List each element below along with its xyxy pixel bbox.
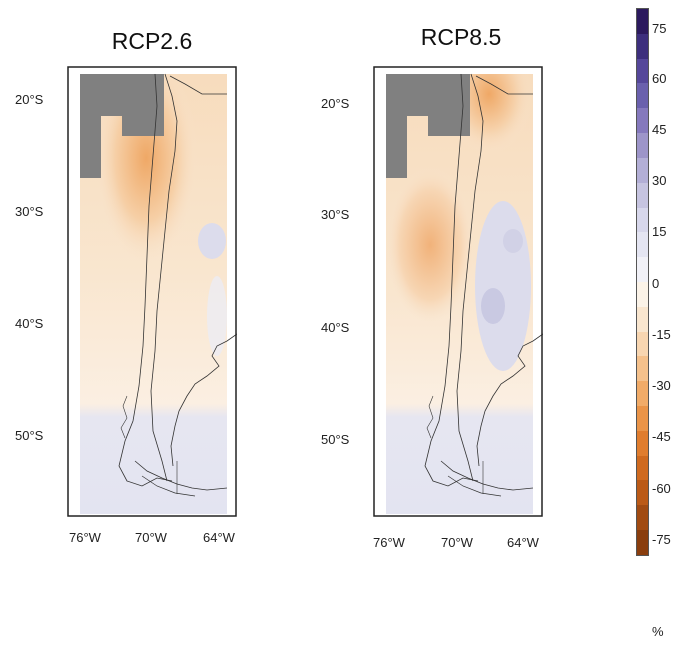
colorbar-segment: [637, 356, 648, 382]
colorbar-segment: [637, 207, 648, 233]
colorbar-segment: [637, 406, 648, 431]
map-rcp85: [373, 66, 543, 517]
lat-label: 20°S: [15, 92, 44, 107]
colorbar-tick: -30: [652, 378, 671, 393]
lat-label: 50°S: [321, 432, 350, 447]
lat-label: 30°S: [15, 204, 44, 219]
colorbar-segment: [637, 306, 648, 332]
colorbar-segment: [637, 33, 648, 59]
colorbar-segment: [637, 182, 648, 208]
panel-title-rcp26: RCP2.6: [111, 28, 193, 54]
lon-label: 76°W: [373, 535, 405, 550]
colorbar-tick: 0: [652, 276, 660, 291]
lat-label: 50°S: [15, 428, 44, 443]
colorbar-segment: [637, 232, 648, 258]
lat-label: 20°S: [321, 96, 350, 111]
lat-label: 40°S: [321, 320, 350, 335]
colorbar-segment: [637, 281, 648, 307]
colorbar-tick: -45: [652, 429, 671, 444]
colorbar-segment: [637, 381, 648, 406]
colorbar-segment: [637, 9, 648, 34]
colorbar-segment: [637, 455, 648, 481]
colorbar-segment: [637, 157, 648, 183]
lat-label: 40°S: [15, 316, 44, 331]
colorbar-segment: [637, 108, 648, 134]
lon-label: 70°W: [135, 530, 167, 545]
lon-label: 76°W: [69, 530, 101, 545]
panel-title-rcp85: RCP8.5: [420, 24, 502, 50]
colorbar-unit: %: [652, 624, 664, 639]
colorbar-tick: -15: [652, 327, 671, 342]
lon-label: 70°W: [441, 535, 473, 550]
colorbar-tick: -75: [652, 532, 671, 547]
colorbar-segment: [637, 133, 648, 158]
colorbar-segment: [637, 257, 648, 282]
colorbar-tick: 60: [652, 71, 667, 86]
colorbar-segment: [637, 430, 648, 456]
colorbar-segment: [637, 530, 648, 555]
colorbar-segment: [637, 505, 648, 531]
colorbar-segment: [637, 83, 648, 109]
colorbar-tick: 75: [652, 21, 667, 36]
colorbar-tick: -60: [652, 481, 671, 496]
colorbar-segment: [637, 480, 648, 506]
colorbar-tick: 30: [652, 173, 667, 188]
colorbar-tick: 45: [652, 122, 667, 137]
colorbar: [636, 8, 649, 556]
lon-label: 64°W: [507, 535, 539, 550]
lon-label: 64°W: [203, 530, 235, 545]
colorbar-segment: [637, 331, 648, 357]
lat-label: 30°S: [321, 207, 350, 222]
colorbar-segment: [637, 58, 648, 84]
colorbar-tick: 15: [652, 224, 667, 239]
map-rcp26: [67, 66, 237, 517]
